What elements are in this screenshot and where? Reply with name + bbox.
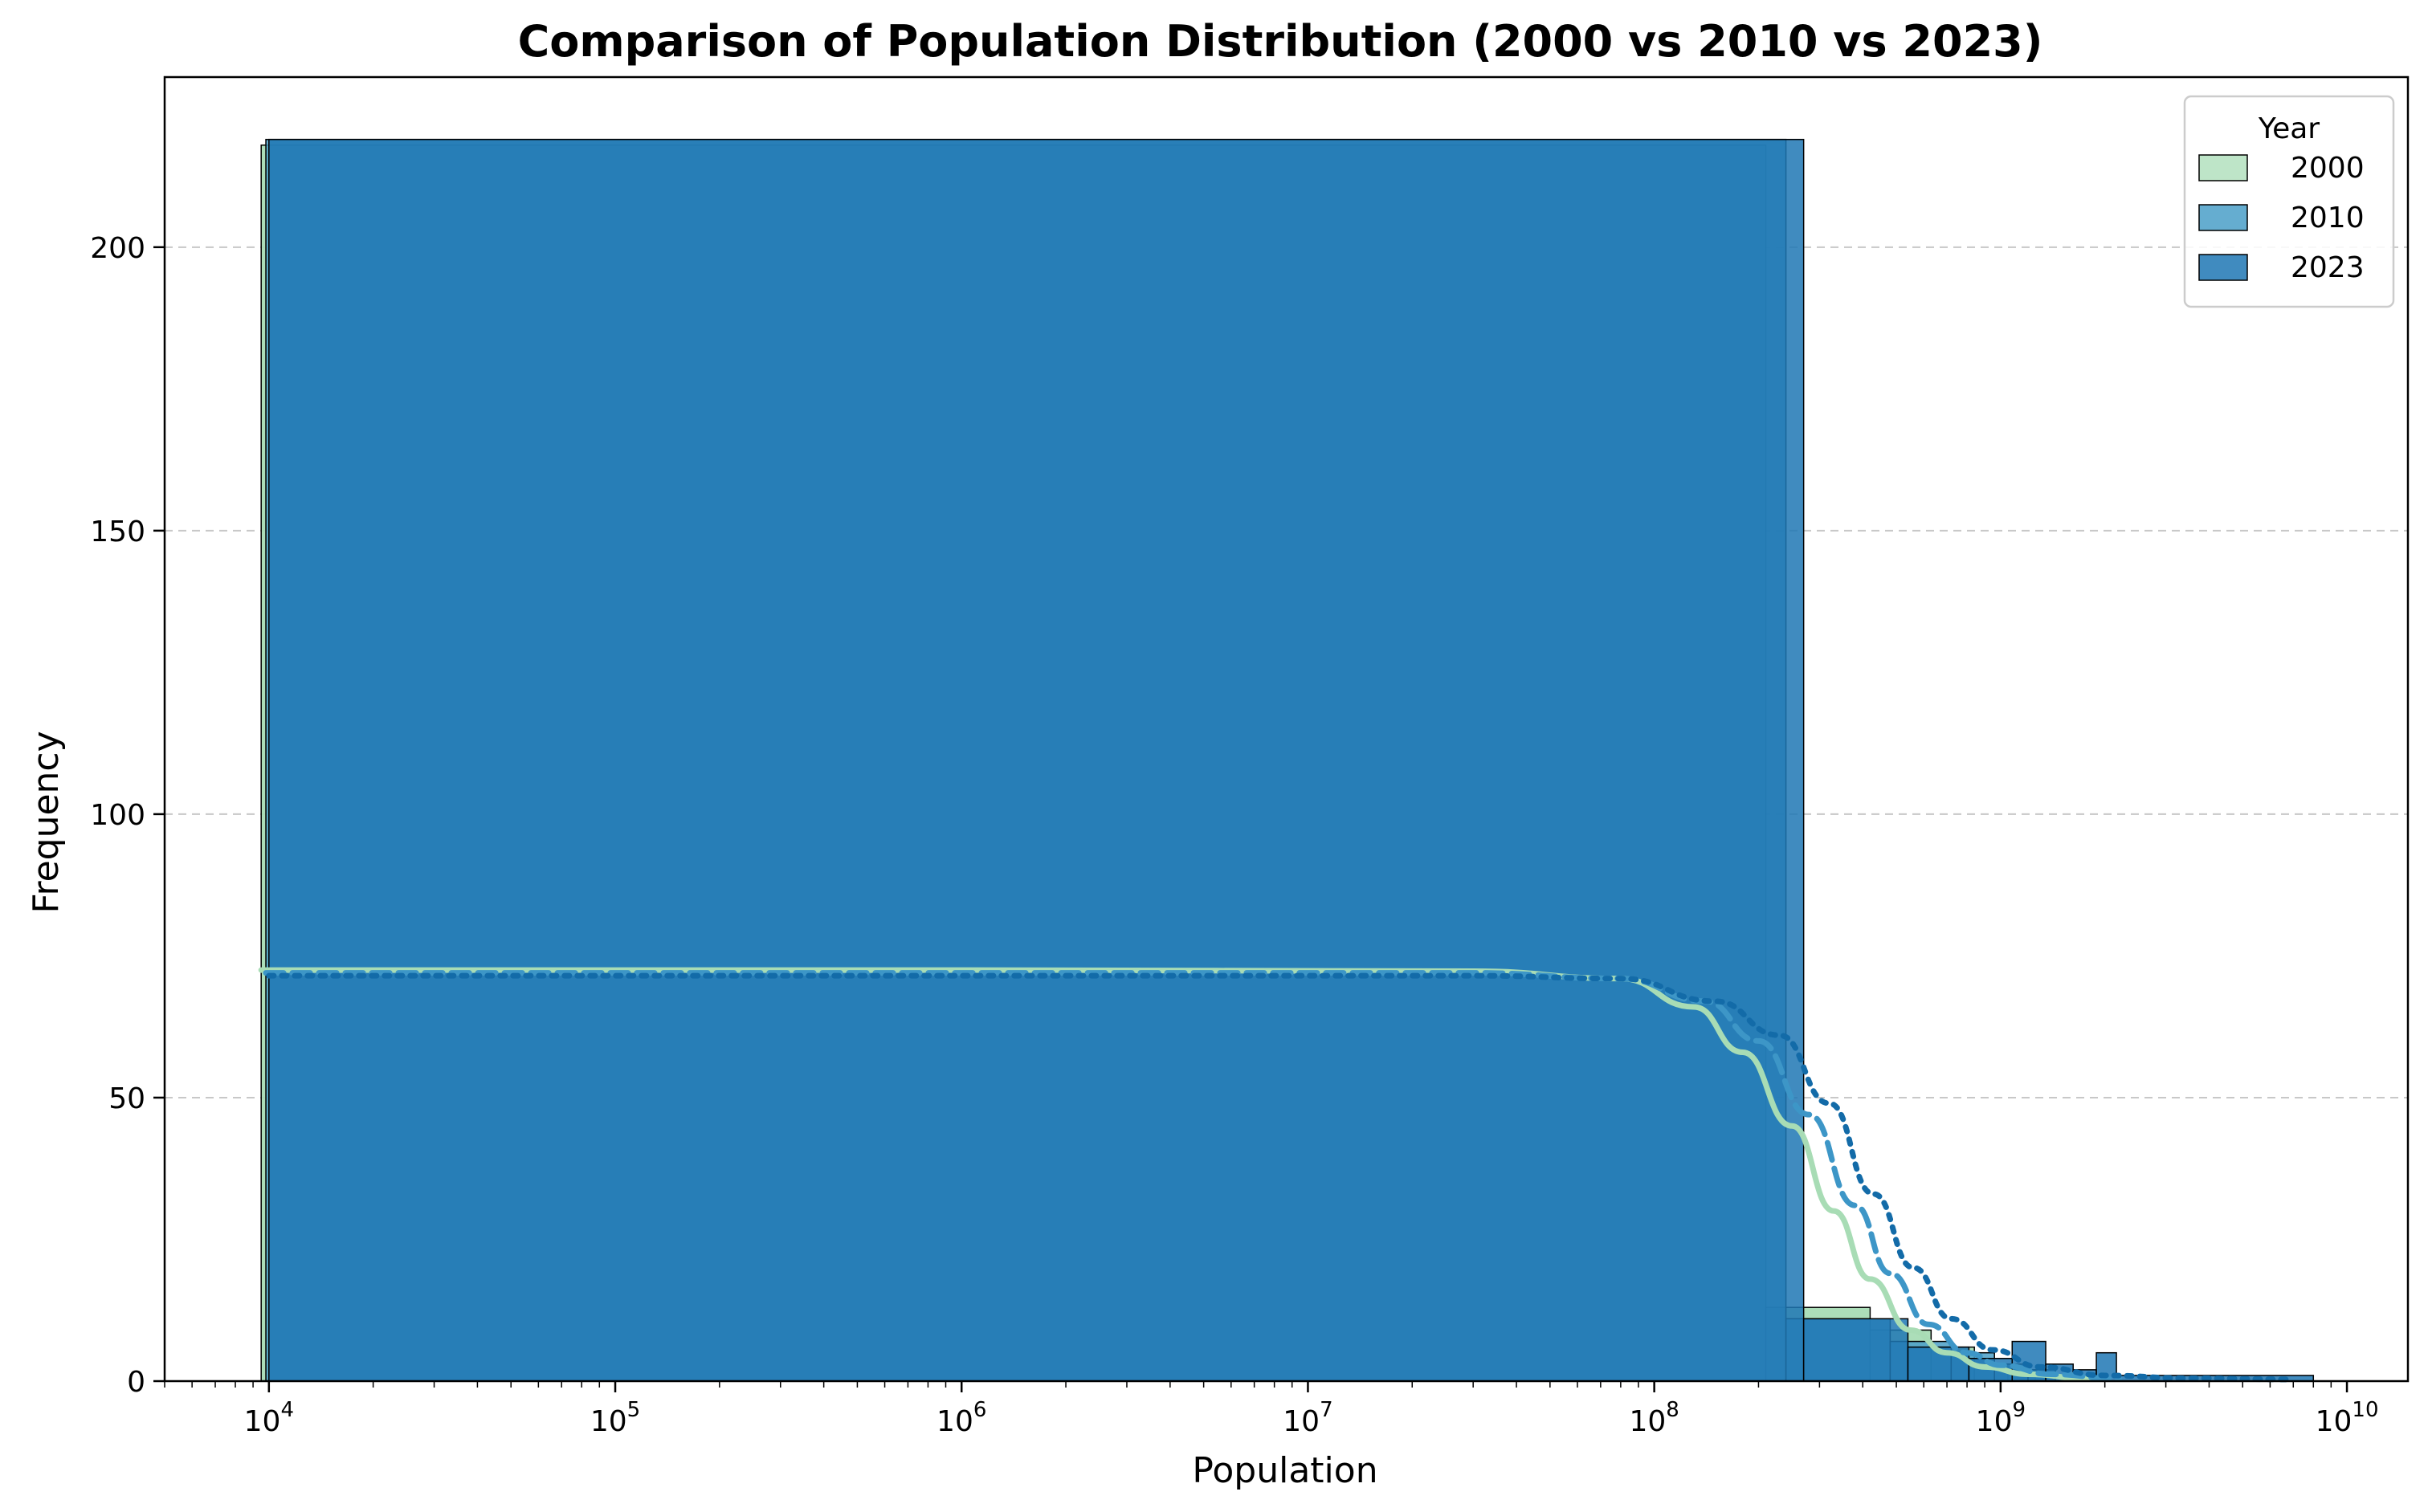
x-tick-label: 1010 xyxy=(2316,1398,2379,1438)
x-tick-label: 109 xyxy=(1976,1398,2026,1438)
y-tick-label: 100 xyxy=(90,799,145,832)
x-tick-label: 107 xyxy=(1283,1398,1332,1438)
legend-items: 2000 2010 2023 xyxy=(2198,152,2365,284)
x-tick-label: 105 xyxy=(590,1398,640,1438)
y-tick-label: 50 xyxy=(108,1082,145,1115)
x-tick-label: 108 xyxy=(1629,1398,1679,1438)
x-axis-ticks: 104 105 106 107 108 109 1010 xyxy=(164,1381,2379,1438)
legend-item-2010[interactable]: 2010 xyxy=(2198,202,2365,234)
y-axis-ticks: 0 50 100 150 200 xyxy=(90,232,165,1399)
y-axis-label: Frequency xyxy=(26,731,67,913)
chart-title: Comparison of Population Distribution (2… xyxy=(518,16,2043,67)
x-tick-label: 104 xyxy=(244,1398,294,1438)
kde-line-2000 xyxy=(258,967,2092,1382)
bar xyxy=(1802,1318,1909,1382)
kde-curves xyxy=(258,967,2296,1383)
legend[interactable]: Year 2000 2010 2023 xyxy=(2183,95,2395,308)
legend-swatch xyxy=(2198,254,2248,281)
legend-item-2000[interactable]: 2000 xyxy=(2198,152,2365,185)
y-tick-label: 0 xyxy=(127,1366,145,1399)
legend-item-2023[interactable]: 2023 xyxy=(2198,251,2365,284)
legend-label: 2023 xyxy=(2291,251,2365,284)
plot-frame xyxy=(163,75,2410,1383)
legend-label: 2000 xyxy=(2291,152,2365,185)
x-axis-label: Population xyxy=(1192,1450,1377,1491)
legend-label: 2010 xyxy=(2291,202,2365,234)
plot-area xyxy=(163,75,2410,1383)
legend-swatch xyxy=(2198,204,2248,231)
x-tick-label: 106 xyxy=(937,1398,986,1438)
kde-line-2010 xyxy=(263,970,2123,1382)
legend-title: Year xyxy=(2258,112,2320,145)
legend-swatch xyxy=(2198,154,2248,181)
y-tick-label: 150 xyxy=(90,516,145,548)
y-tick-label: 200 xyxy=(90,232,145,265)
bar xyxy=(268,138,1805,1382)
bars-series-2023 xyxy=(268,138,2315,1382)
histogram-bars xyxy=(260,138,2315,1382)
kde-line-2023 xyxy=(266,972,2296,1383)
